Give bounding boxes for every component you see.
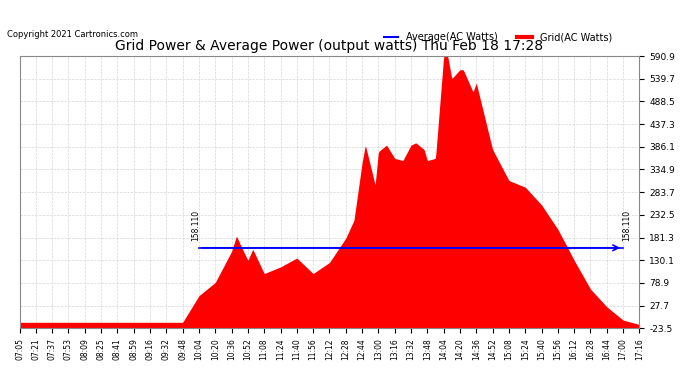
Title: Grid Power & Average Power (output watts) Thu Feb 18 17:28: Grid Power & Average Power (output watts… xyxy=(115,39,544,54)
Legend: Average(AC Watts), Grid(AC Watts): Average(AC Watts), Grid(AC Watts) xyxy=(380,28,616,46)
Text: Copyright 2021 Cartronics.com: Copyright 2021 Cartronics.com xyxy=(7,30,138,39)
Text: 158.110: 158.110 xyxy=(622,210,631,241)
Text: 158.110: 158.110 xyxy=(191,210,200,241)
